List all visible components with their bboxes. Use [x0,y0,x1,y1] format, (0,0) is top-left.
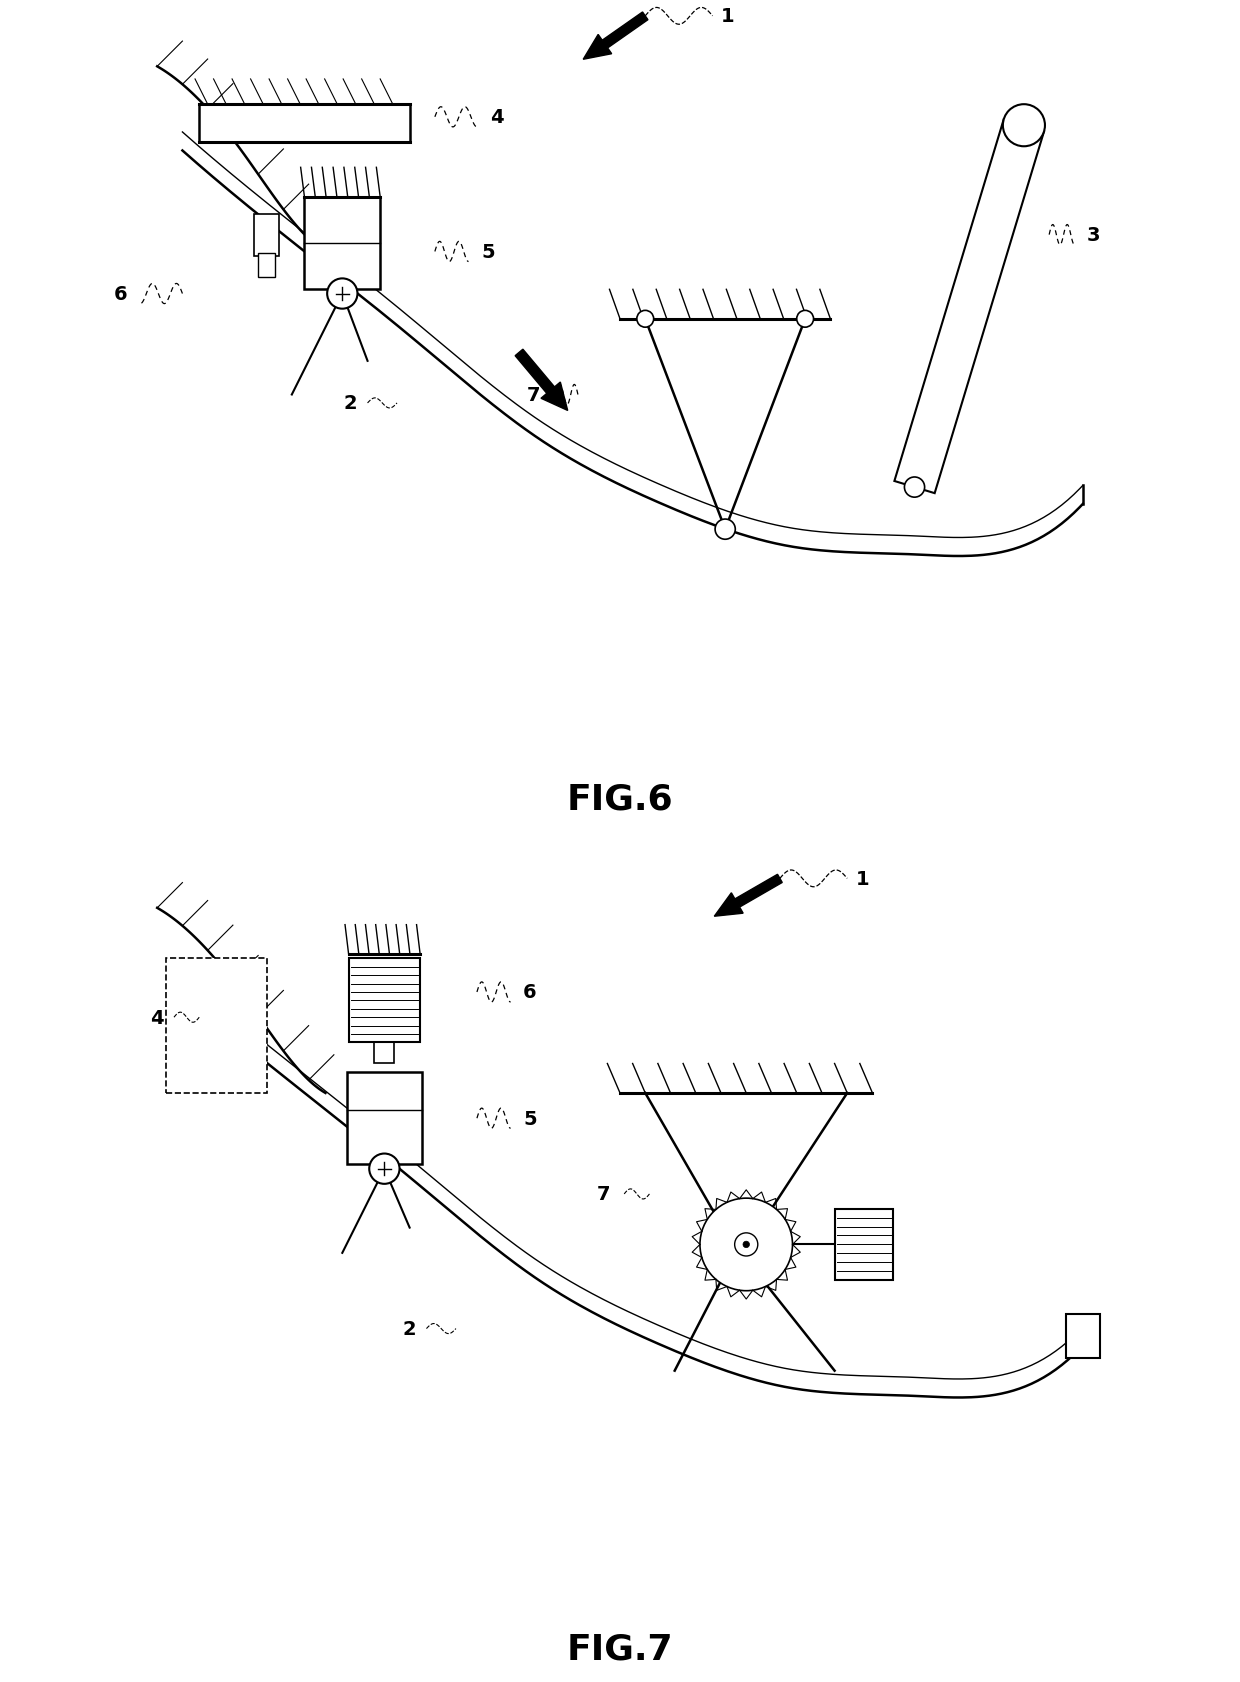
Circle shape [743,1241,749,1248]
Text: 1: 1 [720,7,734,27]
Text: 7: 7 [527,385,541,405]
Bar [254,215,279,257]
Text: 7: 7 [596,1184,610,1204]
Text: 2: 2 [403,1319,417,1339]
Circle shape [327,279,357,309]
Text: 3: 3 [1087,225,1101,246]
Text: 5: 5 [481,242,495,262]
FancyArrow shape [515,350,568,410]
Circle shape [904,478,925,498]
Bar [835,1209,894,1280]
Bar [348,959,420,1043]
Circle shape [699,1198,792,1292]
Circle shape [734,1233,758,1256]
Text: 4: 4 [490,108,503,128]
FancyArrow shape [583,13,649,61]
Text: 5: 5 [523,1108,537,1129]
Text: 4: 4 [150,1008,164,1028]
Text: FIG.6: FIG.6 [567,782,673,816]
Circle shape [637,311,653,328]
Circle shape [797,311,813,328]
Text: 6: 6 [114,284,128,304]
Circle shape [370,1154,399,1184]
Bar [200,106,409,143]
Text: 6: 6 [523,982,537,1002]
Bar [346,1073,423,1164]
Bar [1066,1315,1100,1359]
Text: 1: 1 [856,870,869,888]
Circle shape [715,520,735,540]
Polygon shape [894,119,1044,495]
Text: 2: 2 [343,394,357,414]
Bar [166,959,267,1093]
Circle shape [1003,106,1045,148]
FancyArrow shape [714,875,782,917]
Text: FIG.7: FIG.7 [567,1632,673,1665]
Bar [258,254,275,278]
Bar [374,1039,394,1065]
Bar [305,197,381,289]
